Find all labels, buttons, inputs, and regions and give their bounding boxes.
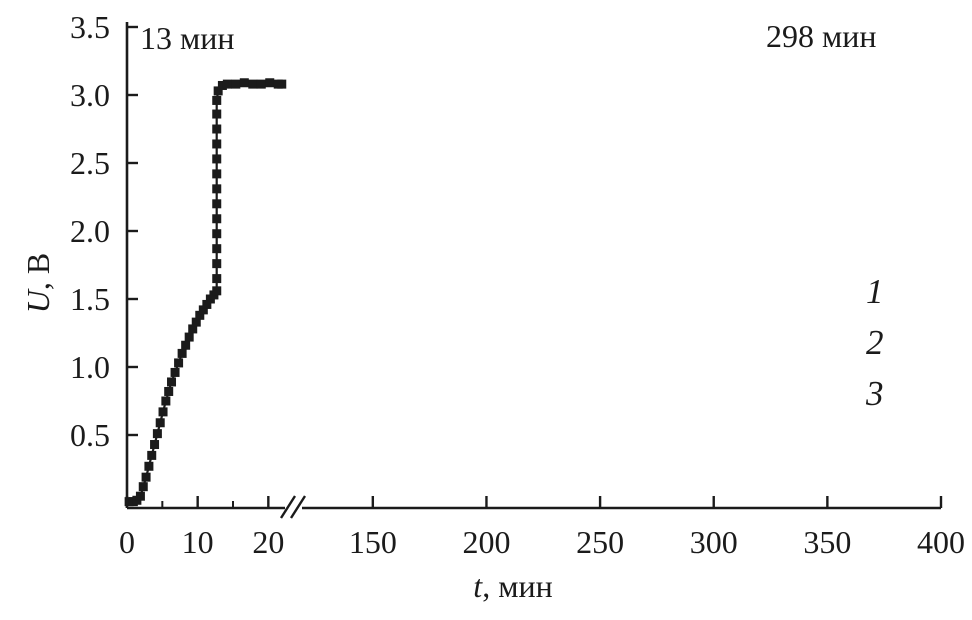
y-tick-label: 3.5 xyxy=(70,9,110,45)
x-tick-label: 150 xyxy=(349,524,397,560)
y-tick-label: 0.5 xyxy=(70,417,110,453)
y-axis-unit: , В xyxy=(20,252,56,291)
y-tick-label: 3.0 xyxy=(70,77,110,113)
y-tick-label: 1.0 xyxy=(70,349,110,385)
x-tick-label: 0 xyxy=(119,524,135,560)
x-axis-title: t, мин xyxy=(413,568,613,605)
x-tick-label: 20 xyxy=(252,524,284,560)
tick-labels: 0.5 1.0 1.5 2.0 2.5 3.0 3.5 0 10 20 150 200 250 300 35… xyxy=(70,9,965,560)
y-axis-symbol: U xyxy=(20,290,56,314)
annotation-298-min: 298 мин xyxy=(766,18,877,54)
legend-label-2: 2 xyxy=(866,322,884,362)
x-tick-label: 300 xyxy=(690,524,738,560)
y-tick-label: 2.5 xyxy=(70,145,110,181)
x-axis-symbol: t xyxy=(473,568,483,604)
y-tick-label: 1.5 xyxy=(70,281,110,317)
legend-entry-2: 2 xyxy=(752,317,942,368)
legend-entry-1: 1 xyxy=(752,266,942,317)
y-axis-title: U, В xyxy=(18,173,58,393)
series-1-marker-icon xyxy=(752,277,844,307)
series-1 xyxy=(124,78,287,507)
legend-label-1: 1 xyxy=(866,271,884,311)
legend: 1 2 3 xyxy=(752,266,942,419)
legend-entry-3: 3 xyxy=(752,368,942,419)
x-tick-label: 350 xyxy=(803,524,851,560)
annotation-13-min: 13 мин xyxy=(140,20,235,56)
x-tick-label: 400 xyxy=(917,524,965,560)
x-axis-unit: , мин xyxy=(482,568,553,604)
x-tick-label: 10 xyxy=(182,524,214,560)
x-tick-label: 200 xyxy=(462,524,510,560)
y-tick-label: 2.0 xyxy=(70,213,110,249)
series-2-marker-icon xyxy=(752,328,844,358)
legend-label-3: 3 xyxy=(866,373,884,413)
x-tick-label: 250 xyxy=(576,524,624,560)
series-3-marker-icon xyxy=(752,379,844,409)
